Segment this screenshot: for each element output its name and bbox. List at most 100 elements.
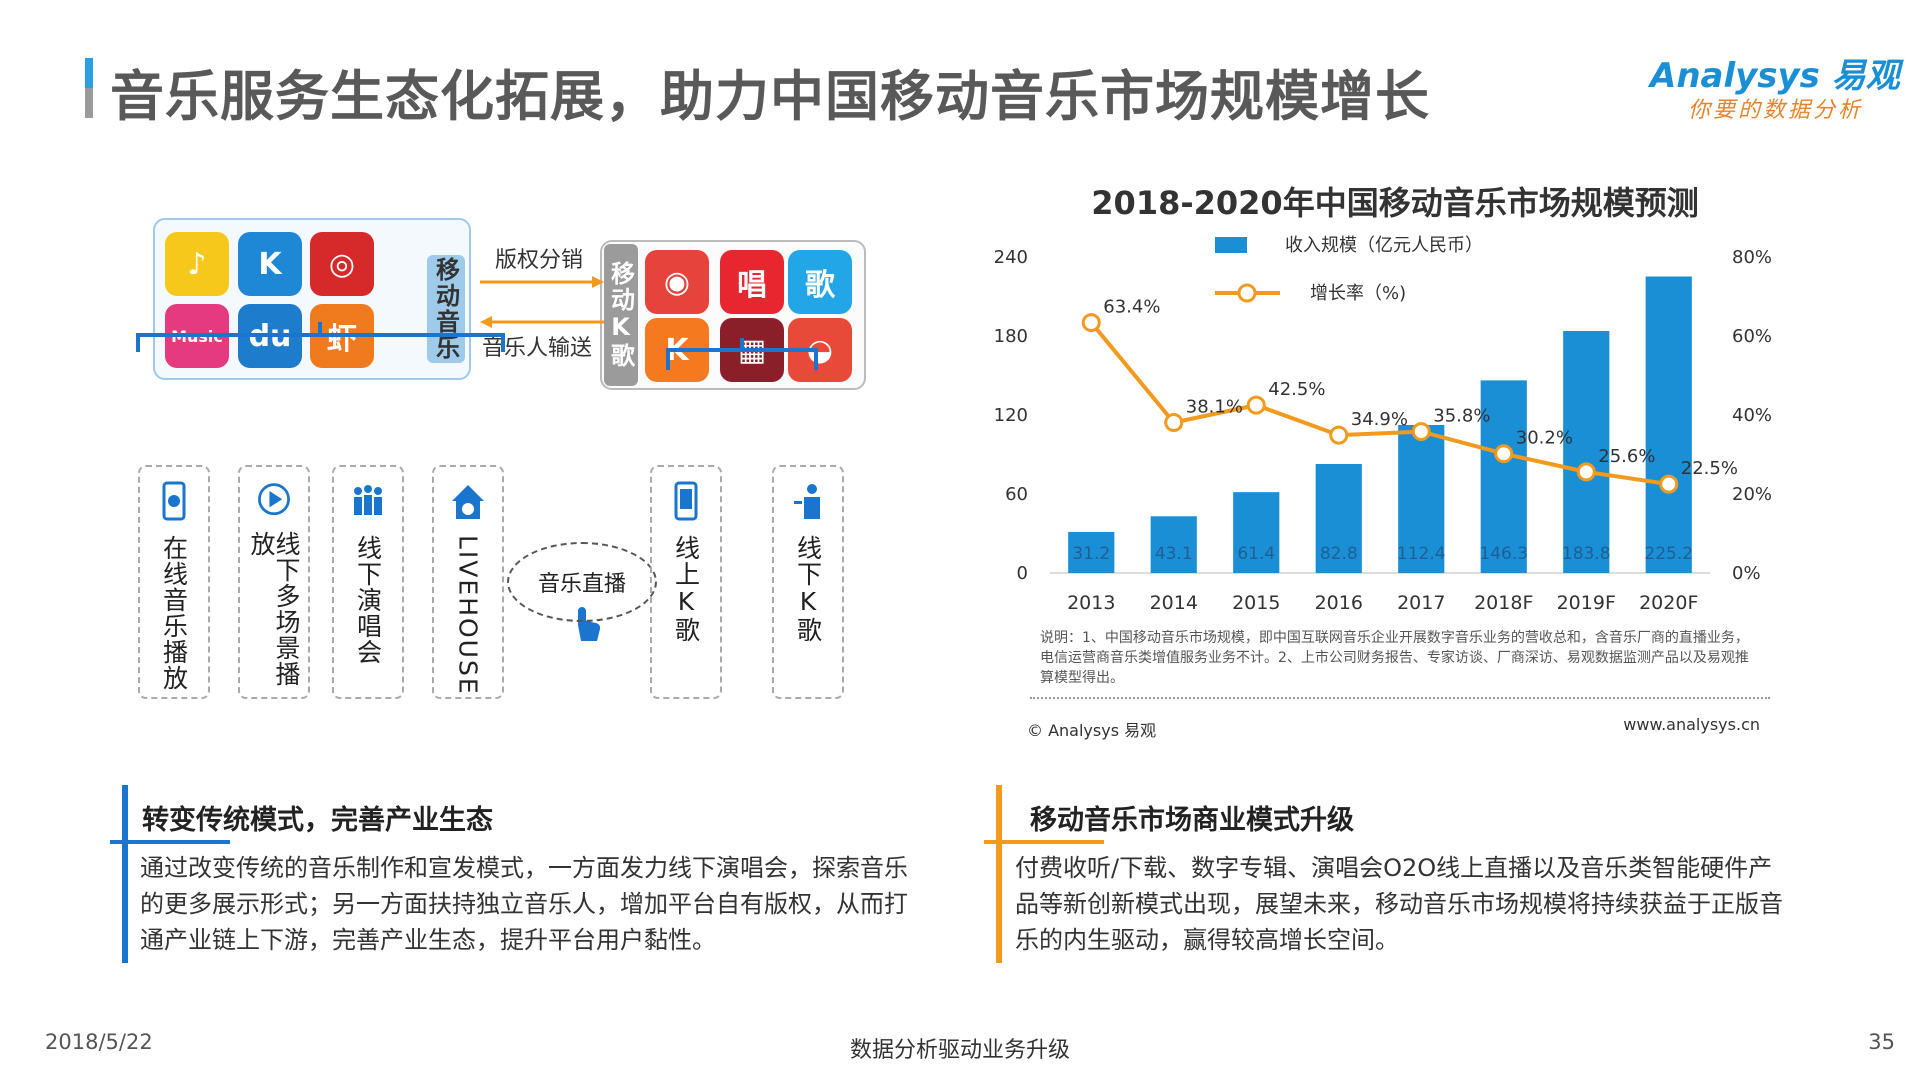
bar-value-label: 146.3 <box>1479 544 1528 564</box>
growth-point <box>1164 413 1184 433</box>
note-divider <box>1030 697 1770 699</box>
growth-rate-label: 42.5% <box>1268 379 1325 400</box>
bar-value-label: 225.2 <box>1644 544 1693 564</box>
channel-singer: 线下K歌 <box>772 465 844 699</box>
bar <box>1150 516 1197 573</box>
growth-point <box>1494 444 1514 464</box>
section-2-vbar <box>996 785 1002 963</box>
growth-point <box>1659 474 1679 494</box>
chart-website: www.analysys.cn <box>1623 715 1760 734</box>
y-left-tick: 120 <box>994 405 1028 426</box>
chang-app-icon: 唱 <box>720 250 784 314</box>
channel-label: 线下K歌 <box>793 535 823 643</box>
channel-livehouse: LIVEHOUSE <box>432 465 504 699</box>
audience-icon <box>354 485 382 515</box>
qq-music-icon: ♪ <box>165 232 229 296</box>
bar <box>1563 330 1610 573</box>
x-tick-label: 2014 <box>1150 592 1198 614</box>
section-1-body: 通过改变传统的音乐制作和宣发模式，一方面发力线下演唱会，探索音乐的更多展示形式；… <box>140 854 908 954</box>
growth-rate-label: 34.9% <box>1351 409 1408 430</box>
growth-point <box>1411 422 1431 442</box>
growth-rate-label: 25.6% <box>1598 446 1655 467</box>
ge-app-icon: 歌 <box>788 250 852 314</box>
arrow-right-head <box>592 276 604 288</box>
music-bracket <box>136 322 505 352</box>
growth-rate-label: 35.8% <box>1433 406 1490 427</box>
footer-date: 2018/5/22 <box>45 1030 153 1054</box>
section-1-hbar <box>110 840 230 844</box>
bar-value-label: 43.1 <box>1155 544 1193 564</box>
channel-label: 线下演唱会 <box>353 535 383 665</box>
x-tick-label: 2016 <box>1315 592 1363 614</box>
section-2-body: 付费收听/下载、数字专辑、演唱会O2O线上直播以及音乐类智能硬件产品等新创新模式… <box>1015 854 1783 954</box>
mobile-music-label: 移动音乐 <box>427 255 465 363</box>
legend-line-label: 增长率（%) <box>1310 283 1406 304</box>
channel-play-circle: 线下多场景播放 <box>238 465 310 699</box>
growth-point <box>1081 313 1101 333</box>
legend-bar-label: 收入规模（亿元人民币） <box>1285 235 1483 256</box>
bar <box>1645 276 1692 573</box>
y-right-tick: 0% <box>1732 563 1761 584</box>
section-1-vbar <box>122 785 128 963</box>
copyright-distribution-label: 版权分销 <box>495 248 584 273</box>
x-tick-label: 2017 <box>1397 592 1445 614</box>
channel-label: LIVEHOUSE <box>453 535 483 696</box>
bar <box>1233 492 1280 573</box>
y-right-tick: 60% <box>1732 326 1772 347</box>
section-1-title: 转变传统模式，完善产业生态 <box>142 805 493 836</box>
phone-icon <box>674 481 698 521</box>
growth-point <box>1329 425 1349 445</box>
diagram-connectors <box>136 276 818 641</box>
y-right-tick: 80% <box>1732 247 1772 268</box>
growth-point <box>1246 395 1266 415</box>
channel-phone: 线上K歌 <box>650 465 722 699</box>
singer-icon <box>794 484 820 519</box>
y-right-tick: 40% <box>1732 405 1772 426</box>
growth-rate-label: 30.2% <box>1516 428 1573 449</box>
bar-value-label: 183.8 <box>1562 544 1611 564</box>
bar-value-label: 31.2 <box>1072 544 1110 564</box>
channel-label: 线上K歌 <box>671 535 701 643</box>
section-2-title: 移动音乐市场商业模式升级 <box>1030 805 1354 836</box>
footer-slogan: 数据分析驱动业务升级 <box>849 1038 1070 1063</box>
channel-phone-play: 在线音乐播放 <box>138 465 210 699</box>
channel-label: 线下多场景播放 <box>247 531 301 688</box>
logo-main: Analysys 易观 <box>1650 56 1900 96</box>
bar-value-label: 112.4 <box>1397 544 1446 564</box>
ktv-bracket <box>666 338 818 370</box>
page-title: 音乐服务生态化拓展，助力中国移动音乐市场规模增长 <box>110 65 1430 128</box>
market-size-chart: 0 60 120 180 240 0% 20% 40% 60% 80% 31.2 2013 43.1 20… <box>994 235 1772 614</box>
bar <box>1315 463 1362 573</box>
chart-copyright: © Analysys 易观 <box>1027 721 1157 740</box>
analysys-logo: Analysys 易观 你要的数据分析 <box>1650 48 1900 123</box>
growth-line <box>1089 321 1670 487</box>
growth-point <box>1576 462 1596 482</box>
legend-bar-swatch <box>1215 237 1247 253</box>
phone-play-icon <box>162 481 186 521</box>
x-tick-label: 2018F <box>1474 592 1533 614</box>
x-tick-label: 2013 <box>1067 592 1115 614</box>
x-tick-label: 2015 <box>1232 592 1280 614</box>
musician-transfer-label: 音乐人输送 <box>482 336 593 361</box>
bar <box>1398 425 1445 573</box>
channel-label: 在线音乐播放 <box>159 535 189 691</box>
growth-rate-label: 22.5% <box>1681 458 1738 479</box>
y-left-tick: 240 <box>994 247 1028 268</box>
bar <box>1480 380 1527 573</box>
channel-audience: 线下演唱会 <box>332 465 404 699</box>
y-left-tick: 0 <box>1017 563 1028 584</box>
livehouse-icon <box>452 485 484 519</box>
chart-title: 2018-2020年中国移动音乐市场规模预测 <box>1091 184 1699 222</box>
y-right-tick: 20% <box>1732 484 1772 505</box>
growth-rate-label: 63.4% <box>1103 297 1160 318</box>
ecosystem-diagram: ♪ K ◎ Music du 虾 移动音乐 移动K歌 ◉ 唱歌 K ▦ ◒ 版权分销 音乐人输送 … <box>120 210 880 710</box>
bar-value-label: 61.4 <box>1237 544 1275 564</box>
page-number: 35 <box>1868 1030 1895 1054</box>
y-left-tick: 180 <box>994 326 1028 347</box>
growth-rate-label: 38.1% <box>1186 397 1243 418</box>
y-left-tick: 60 <box>1005 484 1028 505</box>
x-tick-label: 2019F <box>1557 592 1616 614</box>
mobile-ktv-label: 移动K歌 <box>604 244 638 386</box>
x-tick-label: 2020F <box>1639 592 1698 614</box>
logo-sub: 你要的数据分析 <box>1688 98 1864 123</box>
